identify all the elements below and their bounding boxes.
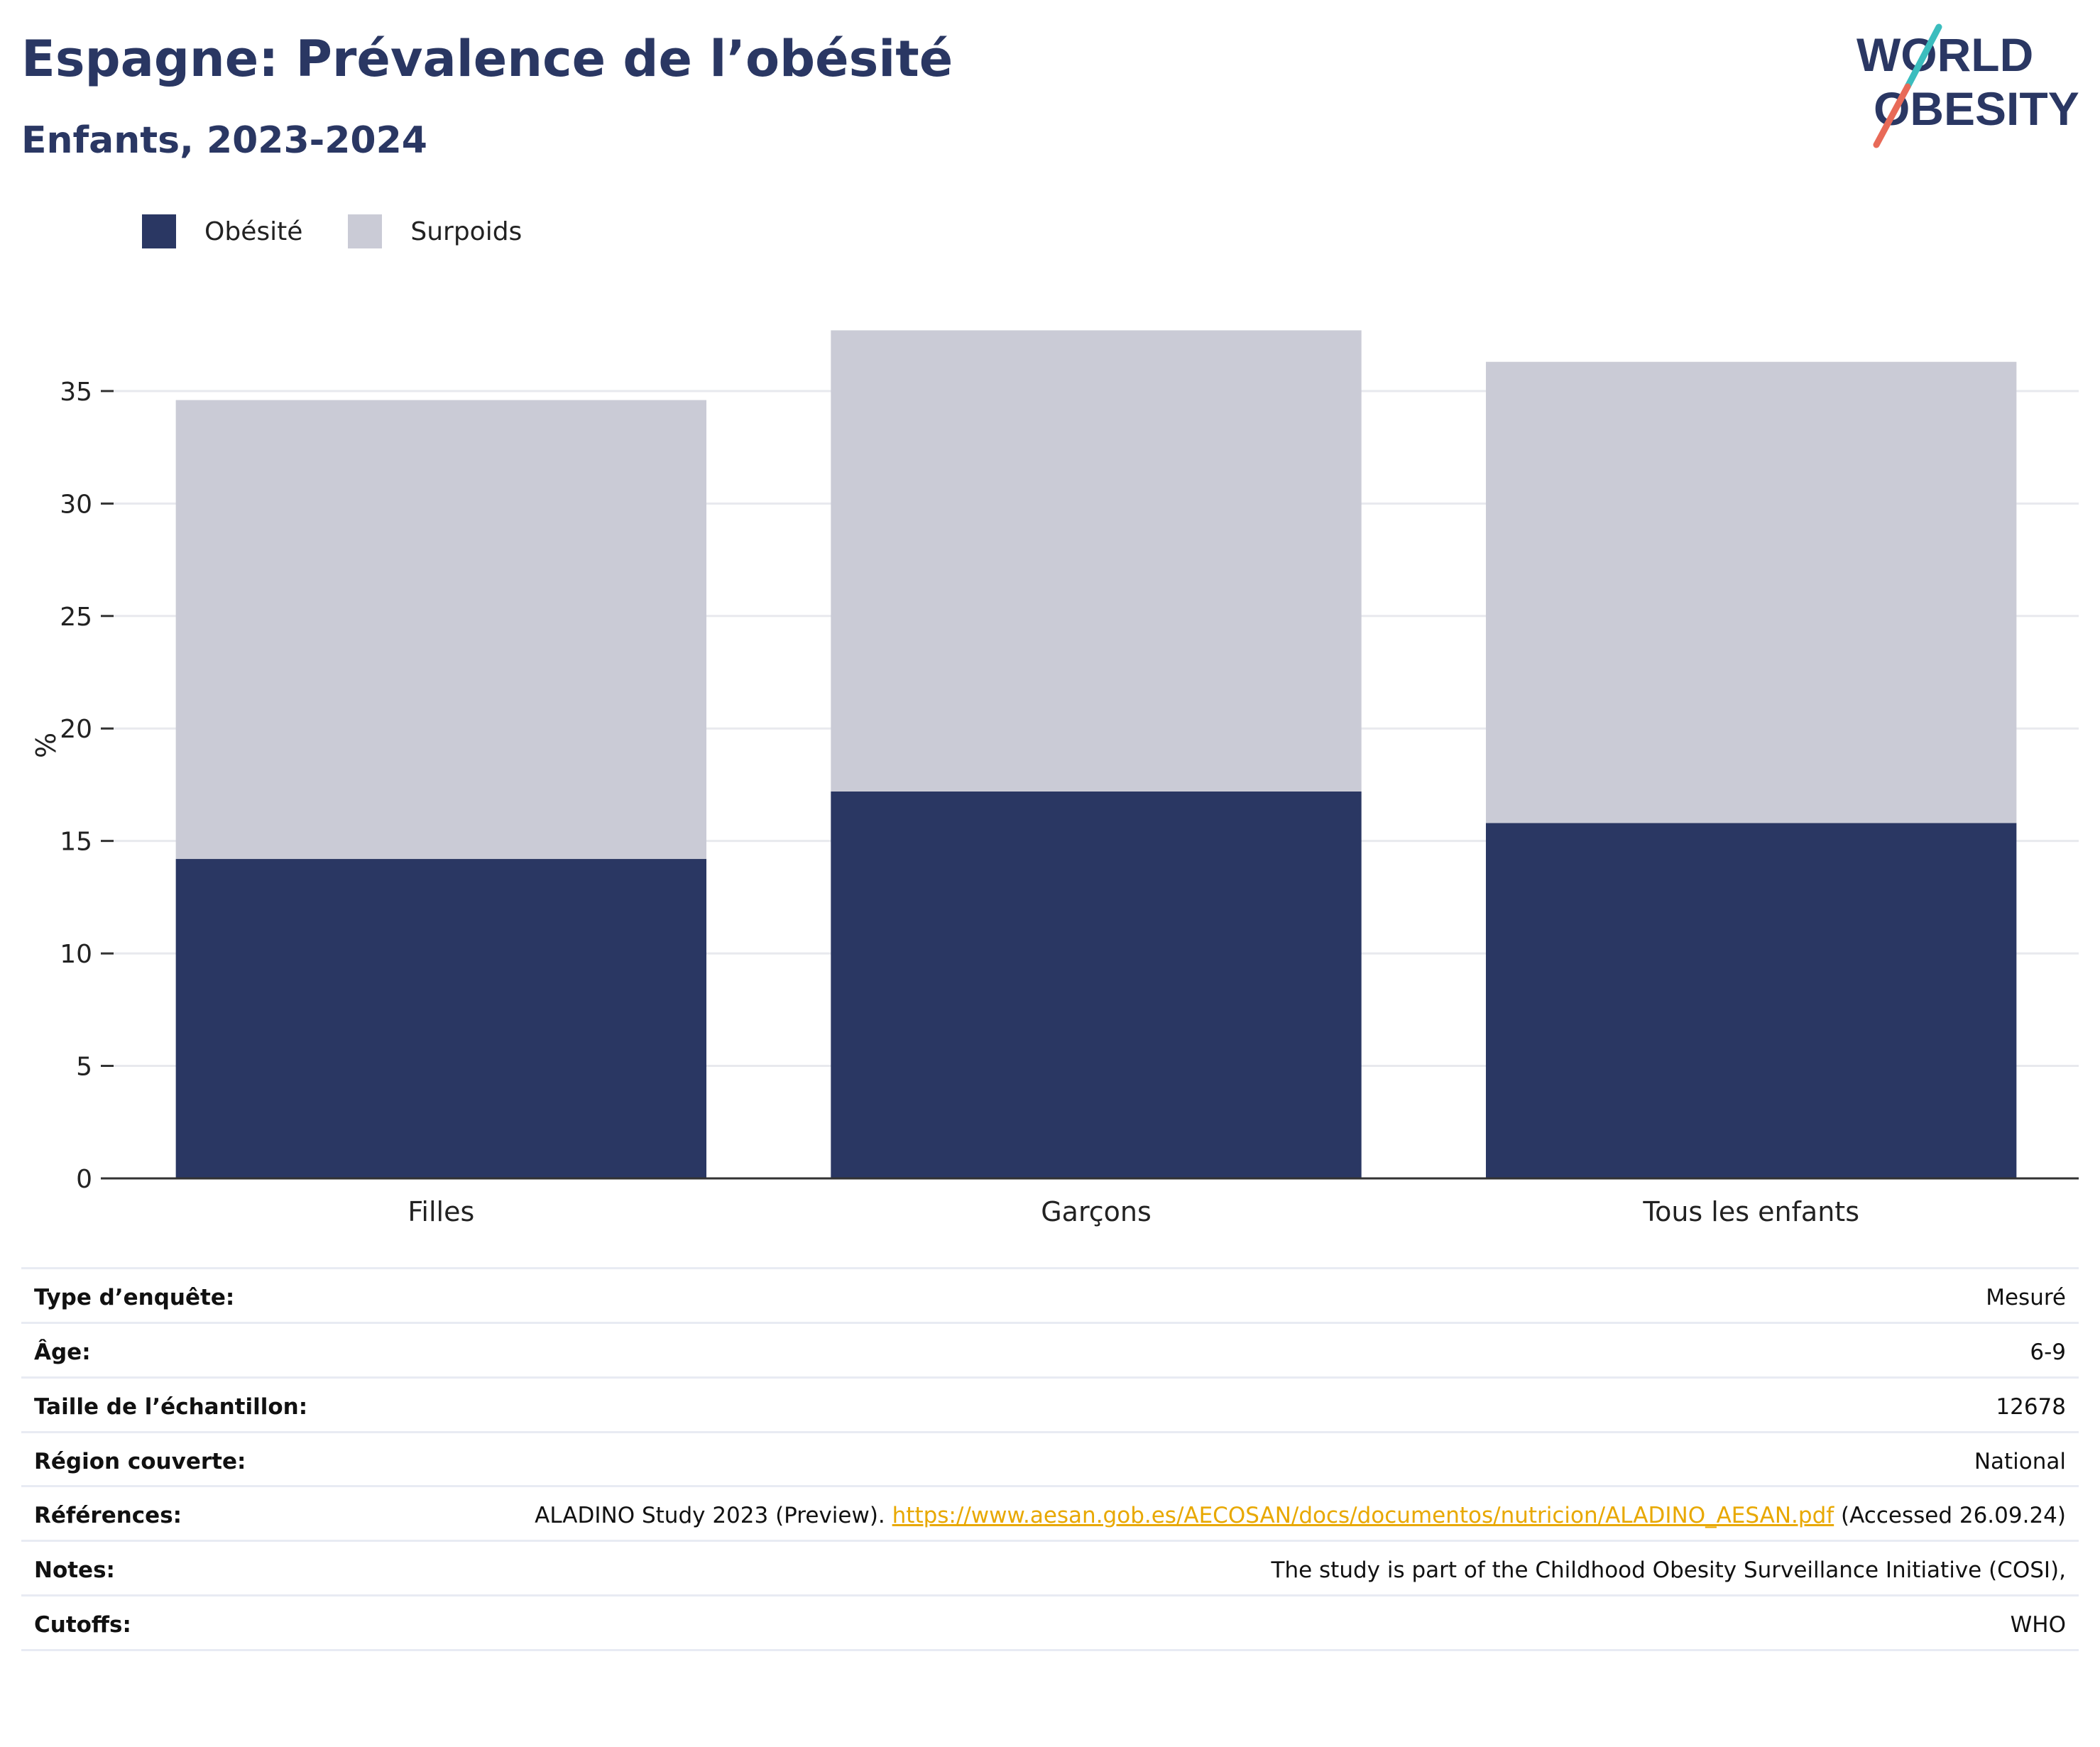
y-tick-label: 5 bbox=[76, 1053, 92, 1082]
y-tick-label: 35 bbox=[60, 378, 92, 407]
bar-overweight bbox=[1485, 361, 2017, 823]
info-table: Type d’enquête: Mesuré Âge: 6-9 Taille d… bbox=[21, 1267, 2079, 1651]
legend-swatch-obesity bbox=[142, 214, 176, 248]
reference-link[interactable]: https://www.aesan.gob.es/AECOSAN/docs/do… bbox=[892, 1503, 1834, 1529]
legend-item-overweight[interactable]: Surpoids bbox=[348, 214, 522, 248]
logo-slash-coral bbox=[1873, 83, 1911, 148]
y-tick-label: 25 bbox=[60, 603, 92, 632]
info-label: Âge: bbox=[21, 1321, 444, 1378]
logo-slash-teal bbox=[1904, 23, 1942, 90]
info-label: Références: bbox=[21, 1485, 444, 1541]
bar-obesity bbox=[831, 791, 1362, 1178]
reference-accessed: (Accessed 26.09.24) bbox=[1834, 1503, 2066, 1529]
info-label: Taille de l’échantillon: bbox=[21, 1376, 444, 1433]
x-tick-label: Filles bbox=[408, 1196, 474, 1227]
y-axis-title: % bbox=[31, 733, 62, 758]
page-title: Espagne: Prévalence de l’obésité bbox=[21, 30, 953, 88]
world-obesity-logo: WORLD OBESITY bbox=[1856, 23, 2079, 148]
info-row-survey-type: Type d’enquête: Mesuré bbox=[21, 1267, 2079, 1323]
bar-overweight bbox=[831, 330, 1362, 792]
info-row-region: Région couverte: National bbox=[21, 1430, 2079, 1486]
info-label: Notes: bbox=[21, 1540, 444, 1596]
legend-swatch-overweight bbox=[348, 214, 383, 248]
bar-obesity bbox=[175, 859, 707, 1178]
info-value: 6-9 bbox=[444, 1321, 2079, 1378]
page-subtitle: Enfants, 2023-2024 bbox=[21, 119, 427, 162]
chart-legend: Obésité Surpoids bbox=[142, 210, 567, 253]
y-tick-label: 30 bbox=[60, 490, 92, 519]
info-value: 12678 bbox=[444, 1376, 2079, 1433]
info-value: WHO bbox=[444, 1594, 2079, 1651]
info-row-cutoffs: Cutoffs: WHO bbox=[21, 1594, 2079, 1651]
legend-item-obesity[interactable]: Obésité bbox=[142, 214, 302, 248]
bar-obesity bbox=[1485, 823, 2017, 1178]
info-value: ALADINO Study 2023 (Preview). https://ww… bbox=[444, 1485, 2079, 1541]
reference-text: ALADINO Study 2023 (Preview). bbox=[535, 1503, 892, 1529]
info-value: Mesuré bbox=[444, 1267, 2079, 1323]
y-tick-label: 0 bbox=[76, 1165, 92, 1194]
x-tick-label: Garçons bbox=[1041, 1196, 1152, 1227]
info-row-sample-size: Taille de l’échantillon: 12678 bbox=[21, 1376, 2079, 1433]
info-row-notes: Notes: The study is part of the Childhoo… bbox=[21, 1540, 2079, 1596]
stacked-bar-chart: 0 5 10 15 20 25 30 35% Filles Garçons Tous les enf… bbox=[31, 330, 2079, 1227]
bar-overweight bbox=[175, 400, 707, 860]
info-row-references: Références: ALADINO Study 2023 (Preview)… bbox=[21, 1485, 2079, 1541]
info-label: Type d’enquête: bbox=[21, 1267, 444, 1323]
legend-label-overweight: Surpoids bbox=[410, 217, 523, 246]
y-tick-label: 15 bbox=[60, 828, 92, 857]
info-label: Région couverte: bbox=[21, 1430, 444, 1486]
info-row-age: Âge: 6-9 bbox=[21, 1321, 2079, 1378]
legend-label-obesity: Obésité bbox=[204, 217, 303, 246]
info-value: The study is part of the Childhood Obesi… bbox=[444, 1540, 2079, 1596]
svg-text:WORLD: WORLD bbox=[1856, 28, 2033, 81]
x-tick-label: Tous les enfants bbox=[1642, 1196, 1859, 1227]
info-value: National bbox=[444, 1430, 2079, 1486]
y-tick-label: 10 bbox=[60, 940, 92, 969]
info-label: Cutoffs: bbox=[21, 1594, 444, 1651]
y-tick-label: 20 bbox=[60, 715, 92, 744]
